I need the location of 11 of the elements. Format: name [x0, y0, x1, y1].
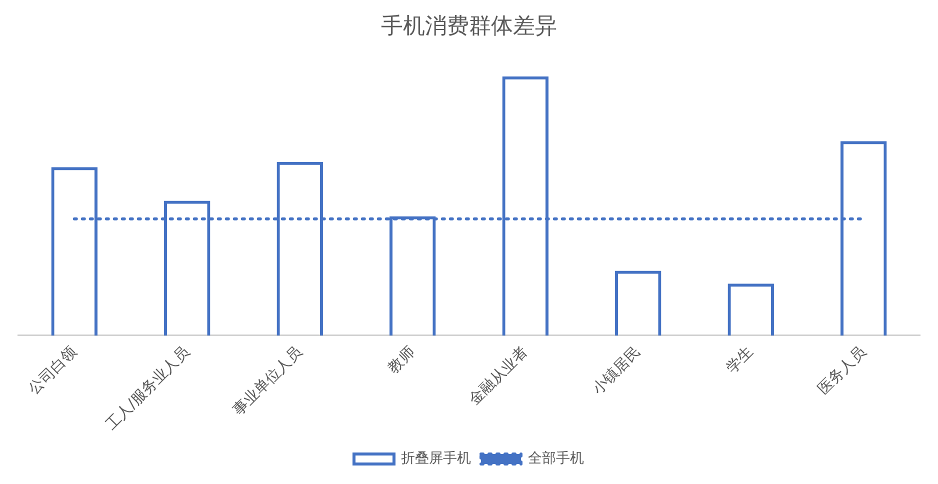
x-tick-label: 学生 — [722, 342, 756, 377]
x-tick-label: 教师 — [384, 342, 418, 377]
legend-label: 折叠屏手机 — [401, 450, 471, 467]
x-tick-label: 医务人员 — [814, 342, 870, 398]
chart-title: 手机消费群体差异 — [381, 14, 557, 39]
x-tick-label: 事业单位人员 — [229, 342, 306, 420]
x-tick-label: 公司白领 — [24, 342, 80, 398]
legend-label: 全部手机 — [528, 450, 584, 467]
x-tick-label: 小镇居民 — [588, 342, 644, 398]
x-tick-label: 工人/服务业人员 — [102, 342, 193, 434]
x-tick-label: 金融从业者 — [465, 342, 531, 408]
